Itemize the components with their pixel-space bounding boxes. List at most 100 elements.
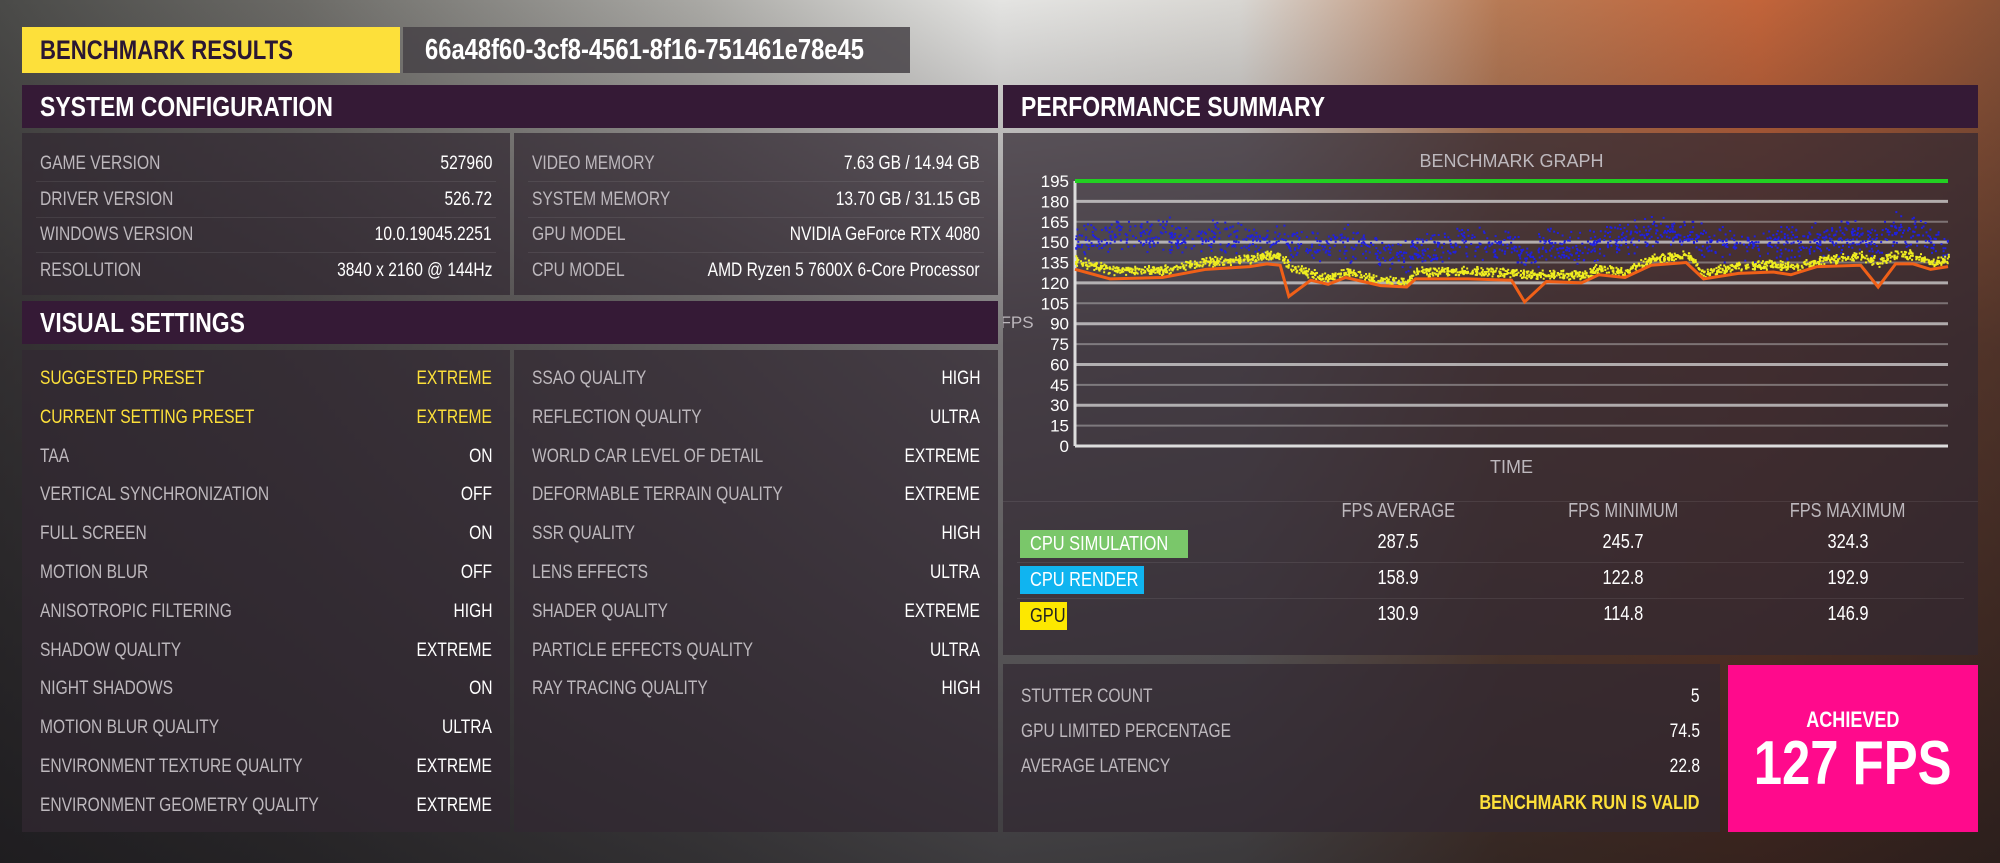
series-point-1 <box>1214 226 1217 229</box>
setting-label: REFLECTION QUALITY <box>532 406 702 428</box>
series-point-1 <box>1149 229 1152 232</box>
series-point-2 <box>1668 259 1671 262</box>
series-point-1 <box>1825 235 1828 238</box>
series-point-2 <box>1820 256 1823 259</box>
series-point-2 <box>1372 274 1375 277</box>
series-point-1 <box>1777 236 1780 239</box>
series-point-2 <box>1633 264 1636 267</box>
series-point-2 <box>1834 256 1837 259</box>
series-point-1 <box>1868 242 1871 245</box>
series-point-2 <box>1764 262 1767 265</box>
series-point-2 <box>1155 267 1158 270</box>
performance-summary-header: PERFORMANCE SUMMARY <box>1003 85 1978 128</box>
series-point-1 <box>1903 229 1906 232</box>
series-point-1 <box>1509 235 1512 238</box>
series-point-1 <box>1109 237 1112 240</box>
series-point-1 <box>1284 239 1287 242</box>
series-point-2 <box>1486 274 1489 277</box>
setting-value: EXTREME <box>416 406 492 428</box>
series-point-1 <box>1234 230 1237 233</box>
series-point-1 <box>1895 233 1898 236</box>
series-point-1 <box>1283 224 1286 227</box>
series-point-2 <box>1272 255 1275 258</box>
series-point-1 <box>1461 229 1464 232</box>
series-point-1 <box>1094 236 1097 239</box>
series-point-2 <box>1506 270 1509 273</box>
series-point-1 <box>1506 247 1509 250</box>
series-point-2 <box>1390 283 1393 286</box>
series-point-2 <box>1762 265 1765 268</box>
series-point-1 <box>1671 225 1674 228</box>
series-point-2 <box>1098 269 1101 272</box>
series-point-2 <box>1202 261 1205 264</box>
series-point-1 <box>1227 244 1230 247</box>
row-divider <box>528 216 984 218</box>
series-point-2 <box>1309 272 1312 275</box>
series-point-2 <box>1939 262 1942 265</box>
series-point-1 <box>1734 246 1737 249</box>
series-point-2 <box>1724 272 1727 275</box>
series-point-2 <box>1336 273 1339 276</box>
series-point-2 <box>1649 261 1652 264</box>
series-point-2 <box>1161 274 1164 277</box>
series-point-2 <box>1628 269 1631 272</box>
series-point-1 <box>1350 260 1353 263</box>
series-point-1 <box>1115 226 1118 229</box>
series-point-2 <box>1667 258 1670 261</box>
setting-label: WINDOWS VERSION <box>40 224 194 246</box>
series-point-1 <box>1290 253 1293 256</box>
series-point-1 <box>1779 255 1782 258</box>
series-point-2 <box>1307 276 1310 279</box>
series-point-2 <box>1893 256 1896 259</box>
series-point-2 <box>1331 277 1334 280</box>
series-point-2 <box>1809 262 1812 265</box>
series-point-2 <box>1751 263 1754 266</box>
series-point-2 <box>1461 270 1464 273</box>
series-point-1 <box>1149 225 1152 228</box>
series-point-1 <box>1776 230 1779 233</box>
series-point-1 <box>1926 246 1929 249</box>
series-point-2 <box>1573 277 1576 280</box>
series-point-1 <box>1460 233 1463 236</box>
series-point-2 <box>1882 257 1885 260</box>
series-point-1 <box>1191 238 1194 241</box>
setting-value: 10.0.19045.2251 <box>375 224 492 246</box>
series-point-1 <box>1633 219 1636 222</box>
series-point-1 <box>1126 238 1129 241</box>
series-point-2 <box>1552 269 1555 272</box>
series-point-1 <box>1887 233 1890 236</box>
series-point-1 <box>1142 242 1145 245</box>
series-point-2 <box>1095 265 1098 268</box>
series-point-1 <box>1517 235 1520 238</box>
series-point-1 <box>1747 239 1750 242</box>
series-point-1 <box>1653 221 1656 224</box>
series-point-1 <box>1864 240 1867 243</box>
series-point-1 <box>1343 252 1346 255</box>
series-point-2 <box>1091 264 1094 267</box>
series-point-1 <box>1595 240 1598 243</box>
series-point-1 <box>1617 244 1620 247</box>
series-point-2 <box>1469 272 1472 275</box>
series-point-2 <box>1901 253 1904 256</box>
series-point-2 <box>1359 276 1362 279</box>
series-point-2 <box>1531 276 1534 279</box>
series-point-2 <box>1421 271 1424 274</box>
series-point-1 <box>1171 233 1174 236</box>
series-point-1 <box>1561 234 1564 237</box>
series-point-1 <box>1944 254 1947 257</box>
y-tick-label: 0 <box>1060 437 1069 456</box>
series-point-2 <box>1562 270 1565 273</box>
series-point-1 <box>1890 224 1893 227</box>
series-point-2 <box>1340 269 1343 272</box>
series-point-2 <box>1538 273 1541 276</box>
series-point-2 <box>1262 257 1265 260</box>
series-point-2 <box>1214 256 1217 259</box>
series-point-1 <box>1818 243 1821 246</box>
series-point-2 <box>1663 256 1666 259</box>
series-point-1 <box>1501 249 1504 252</box>
series-point-2 <box>1711 269 1714 272</box>
series-point-1 <box>1792 241 1795 244</box>
series-point-1 <box>1895 211 1898 214</box>
series-point-1 <box>1721 226 1724 229</box>
series-point-1 <box>1797 239 1800 242</box>
